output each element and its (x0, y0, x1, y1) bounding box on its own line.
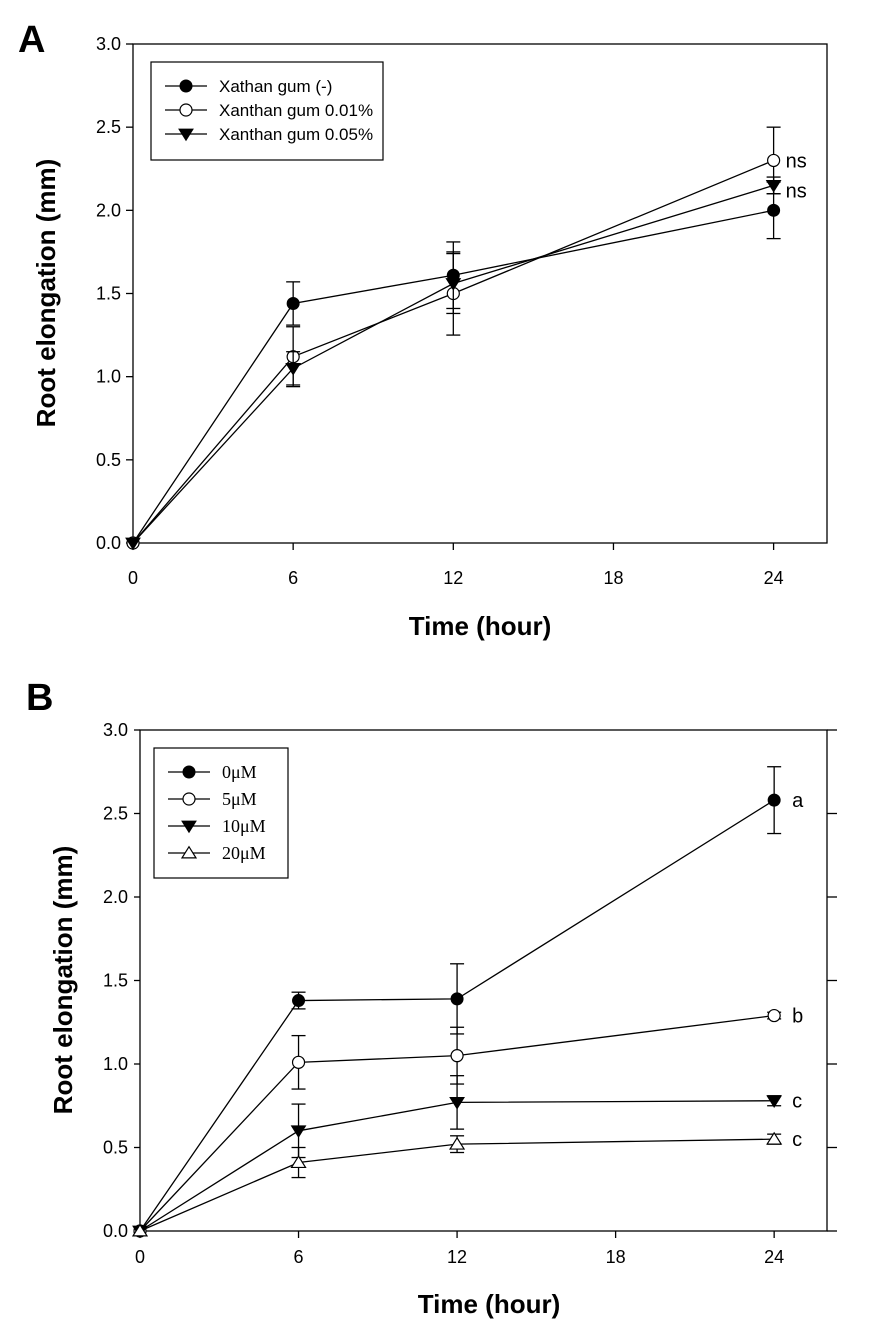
legend: Xathan gum (-) Xanthan gum 0.01% Xanthan g… (150, 61, 384, 161)
legend-label: Xanthan gum 0.05% (219, 125, 373, 144)
data-point (445, 278, 462, 291)
legend-label: Xathan gum (-) (219, 77, 332, 96)
y-tick-label: 1.5 (103, 971, 128, 991)
data-point (767, 203, 781, 217)
data-point (767, 793, 781, 807)
annotation-label: ns (786, 180, 807, 202)
y-tick-label: 2.0 (103, 887, 128, 907)
data-point (131, 1223, 149, 1237)
series-line (139, 1100, 775, 1232)
x-axis-label: Time (hour) (409, 611, 552, 641)
x-tick-label: 24 (764, 568, 784, 588)
legend-marker (182, 792, 196, 806)
series-3 (131, 1131, 783, 1237)
series-line (132, 209, 774, 544)
y-tick-label: 3.0 (103, 720, 128, 740)
legend-marker (182, 765, 196, 779)
data-point (767, 153, 781, 168)
series-0 (126, 181, 781, 550)
data-point (766, 1131, 783, 1145)
data-point (450, 1049, 464, 1063)
x-tick-label: 24 (764, 1247, 784, 1267)
y-tick-label: 1.0 (103, 1054, 128, 1074)
y-tick-label: 0.0 (96, 533, 121, 553)
annotation-label: a (792, 790, 804, 812)
y-tick-label: 2.0 (96, 200, 121, 220)
y-tick-label: 0.5 (103, 1138, 128, 1158)
y-tick-label: 2.5 (103, 804, 128, 824)
y-axis-label: Root elongation (mm) (48, 846, 78, 1115)
legend-marker (179, 103, 193, 117)
series-line (139, 1014, 775, 1232)
legend-label: Xanthan gum 0.01% (219, 101, 373, 120)
annotation-label: b (792, 1006, 803, 1028)
panel-letter-a: A (18, 19, 45, 61)
panel-letter-b: B (26, 677, 53, 719)
data-point (767, 1008, 781, 1023)
legend-marker (181, 820, 197, 834)
legend: 0μM 5μM 10μM 20μM (153, 747, 289, 879)
legend-box (153, 747, 289, 879)
y-tick-label: 1.0 (96, 367, 121, 387)
legend-label: 0μM (222, 762, 257, 782)
series-line (132, 184, 774, 544)
y-tick-label: 2.5 (96, 117, 121, 137)
annotation-label: c (792, 1091, 802, 1113)
series-line (139, 799, 775, 1232)
data-point (291, 1055, 306, 1069)
annotation-label: ns (786, 150, 807, 172)
data-point (290, 1125, 307, 1139)
series-line (139, 1138, 775, 1232)
series-line (132, 159, 774, 544)
data-point (285, 362, 302, 376)
series-1 (126, 126, 781, 550)
x-tick-label: 12 (443, 568, 463, 588)
data-point (450, 992, 464, 1006)
y-tick-label: 3.0 (96, 34, 121, 54)
legend-label: 5μM (222, 789, 257, 809)
data-point (766, 1095, 783, 1108)
legend-marker (180, 845, 198, 859)
x-tick-label: 6 (294, 1247, 304, 1267)
x-tick-label: 0 (128, 568, 138, 588)
y-tick-label: 0.0 (103, 1221, 128, 1241)
legend-label: 20μM (222, 843, 266, 863)
series-2 (132, 1075, 783, 1239)
legend-label: 10μM (222, 816, 266, 836)
series-2 (125, 176, 782, 551)
data-point (765, 179, 782, 193)
data-point (449, 1097, 465, 1110)
data-point (286, 296, 300, 310)
y-tick-label: 1.5 (96, 284, 121, 304)
annotation-label: c (792, 1129, 802, 1151)
x-axis-label: Time (hour) (418, 1289, 561, 1319)
chart-panel-a: 0.0 0.5 1.0 1.5 2.0 2.5 3.0 0 6 12 18 24 Time (hour)… (31, 34, 828, 641)
y-tick-label: 0.5 (96, 450, 121, 470)
x-tick-label: 18 (606, 1247, 626, 1267)
y-axis-label: Root elongation (mm) (31, 159, 61, 428)
x-tick-label: 0 (135, 1247, 145, 1267)
chart-panel-b: 0.0 0.5 1.0 1.5 2.0 2.5 3.0 0 6 12 18 24 Time (hour)… (48, 720, 837, 1319)
legend-marker (178, 128, 194, 142)
data-point (292, 994, 306, 1008)
data-point (448, 1136, 466, 1150)
legend-marker (179, 79, 193, 93)
x-tick-label: 6 (288, 568, 298, 588)
x-tick-label: 12 (447, 1247, 467, 1267)
data-point (125, 537, 141, 551)
data-point (290, 1155, 307, 1169)
x-tick-label: 18 (603, 568, 623, 588)
